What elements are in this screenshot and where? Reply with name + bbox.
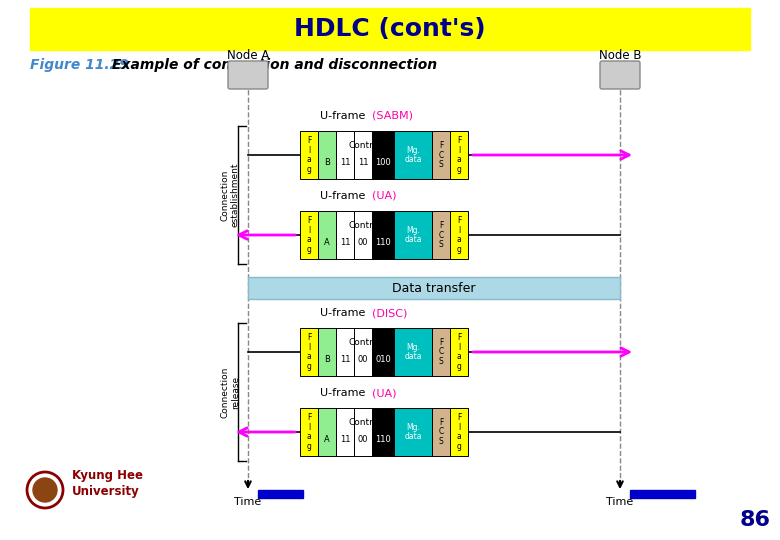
Bar — [300, 408, 318, 456]
Bar — [318, 211, 336, 259]
Text: 110: 110 — [375, 238, 391, 247]
Text: Node A: Node A — [227, 49, 269, 62]
Text: F
C
S: F C S — [438, 338, 444, 366]
Text: Connection
establishment: Connection establishment — [220, 163, 239, 227]
Bar — [394, 328, 432, 376]
Text: A: A — [324, 435, 330, 444]
Bar — [372, 408, 394, 456]
Bar — [630, 490, 695, 498]
Bar — [30, 8, 750, 50]
Text: U-frame: U-frame — [320, 308, 369, 318]
Text: Control: Control — [349, 338, 381, 347]
Bar — [318, 408, 336, 456]
Bar — [450, 328, 468, 376]
Bar — [372, 131, 394, 179]
Text: 00: 00 — [358, 435, 368, 444]
Text: F
l
a
g: F l a g — [307, 216, 311, 254]
Text: B: B — [324, 158, 330, 167]
Text: Data transfer: Data transfer — [392, 281, 476, 294]
Text: Time: Time — [234, 497, 261, 507]
Text: (UA): (UA) — [372, 388, 396, 398]
Text: 11: 11 — [340, 158, 350, 167]
Text: Mg.
data: Mg. data — [404, 226, 422, 244]
Text: U-frame: U-frame — [320, 388, 369, 398]
Text: 86: 86 — [739, 510, 771, 530]
Text: 00: 00 — [358, 238, 368, 247]
Bar — [300, 211, 318, 259]
Text: Connection
release: Connection release — [220, 366, 239, 417]
Text: 00: 00 — [358, 355, 368, 364]
Bar — [336, 131, 354, 179]
Text: Control: Control — [349, 141, 381, 150]
Circle shape — [33, 478, 57, 502]
Bar — [354, 131, 372, 179]
Text: U-frame: U-frame — [320, 191, 369, 201]
Bar — [354, 328, 372, 376]
Bar — [318, 131, 336, 179]
Bar — [432, 408, 450, 456]
Text: F
l
a
g: F l a g — [456, 136, 462, 174]
Text: Time: Time — [606, 497, 633, 507]
Text: F
l
a
g: F l a g — [456, 333, 462, 371]
Bar — [354, 408, 372, 456]
Text: F
C
S: F C S — [438, 418, 444, 446]
Text: A: A — [324, 238, 330, 247]
Bar — [354, 211, 372, 259]
Bar — [394, 131, 432, 179]
Bar — [318, 328, 336, 376]
Text: 11: 11 — [340, 355, 350, 364]
Text: Kyung Hee
University: Kyung Hee University — [72, 469, 143, 497]
Bar — [300, 328, 318, 376]
Text: 010: 010 — [375, 355, 391, 364]
Text: F
l
a
g: F l a g — [456, 216, 462, 254]
Text: 110: 110 — [375, 435, 391, 444]
Text: U-frame: U-frame — [320, 111, 369, 121]
Bar — [372, 211, 394, 259]
Bar — [248, 277, 620, 299]
Text: F
l
a
g: F l a g — [456, 413, 462, 451]
Text: (SABM): (SABM) — [372, 111, 413, 121]
Text: F
l
a
g: F l a g — [307, 136, 311, 174]
Text: Mg.
data: Mg. data — [404, 146, 422, 164]
Text: (DISC): (DISC) — [372, 308, 407, 318]
Bar — [394, 211, 432, 259]
Bar — [372, 328, 394, 376]
Text: 11: 11 — [340, 435, 350, 444]
Text: 100: 100 — [375, 158, 391, 167]
Text: B: B — [324, 355, 330, 364]
Text: F
C
S: F C S — [438, 221, 444, 249]
Bar — [450, 211, 468, 259]
Text: 11: 11 — [340, 238, 350, 247]
Text: Node B: Node B — [599, 49, 641, 62]
Bar — [450, 131, 468, 179]
Text: Control: Control — [349, 221, 381, 230]
Text: Mg.
data: Mg. data — [404, 423, 422, 441]
Bar — [336, 408, 354, 456]
Text: Mg.
data: Mg. data — [404, 343, 422, 361]
Text: Example of connection and disconnection: Example of connection and disconnection — [112, 58, 437, 72]
Bar — [336, 328, 354, 376]
Bar — [258, 490, 303, 498]
Bar — [432, 211, 450, 259]
Text: HDLC (cont's): HDLC (cont's) — [294, 17, 486, 41]
Text: (UA): (UA) — [372, 191, 396, 201]
Text: F
l
a
g: F l a g — [307, 413, 311, 451]
FancyBboxPatch shape — [600, 61, 640, 89]
Bar — [450, 408, 468, 456]
Bar — [300, 131, 318, 179]
Text: Control: Control — [349, 418, 381, 427]
FancyBboxPatch shape — [228, 61, 268, 89]
Text: F
l
a
g: F l a g — [307, 333, 311, 371]
Text: Figure 11.29: Figure 11.29 — [30, 58, 129, 72]
Text: F
C
S: F C S — [438, 141, 444, 169]
Text: 11: 11 — [358, 158, 368, 167]
Bar — [432, 328, 450, 376]
Bar — [336, 211, 354, 259]
Bar — [432, 131, 450, 179]
Bar — [394, 408, 432, 456]
